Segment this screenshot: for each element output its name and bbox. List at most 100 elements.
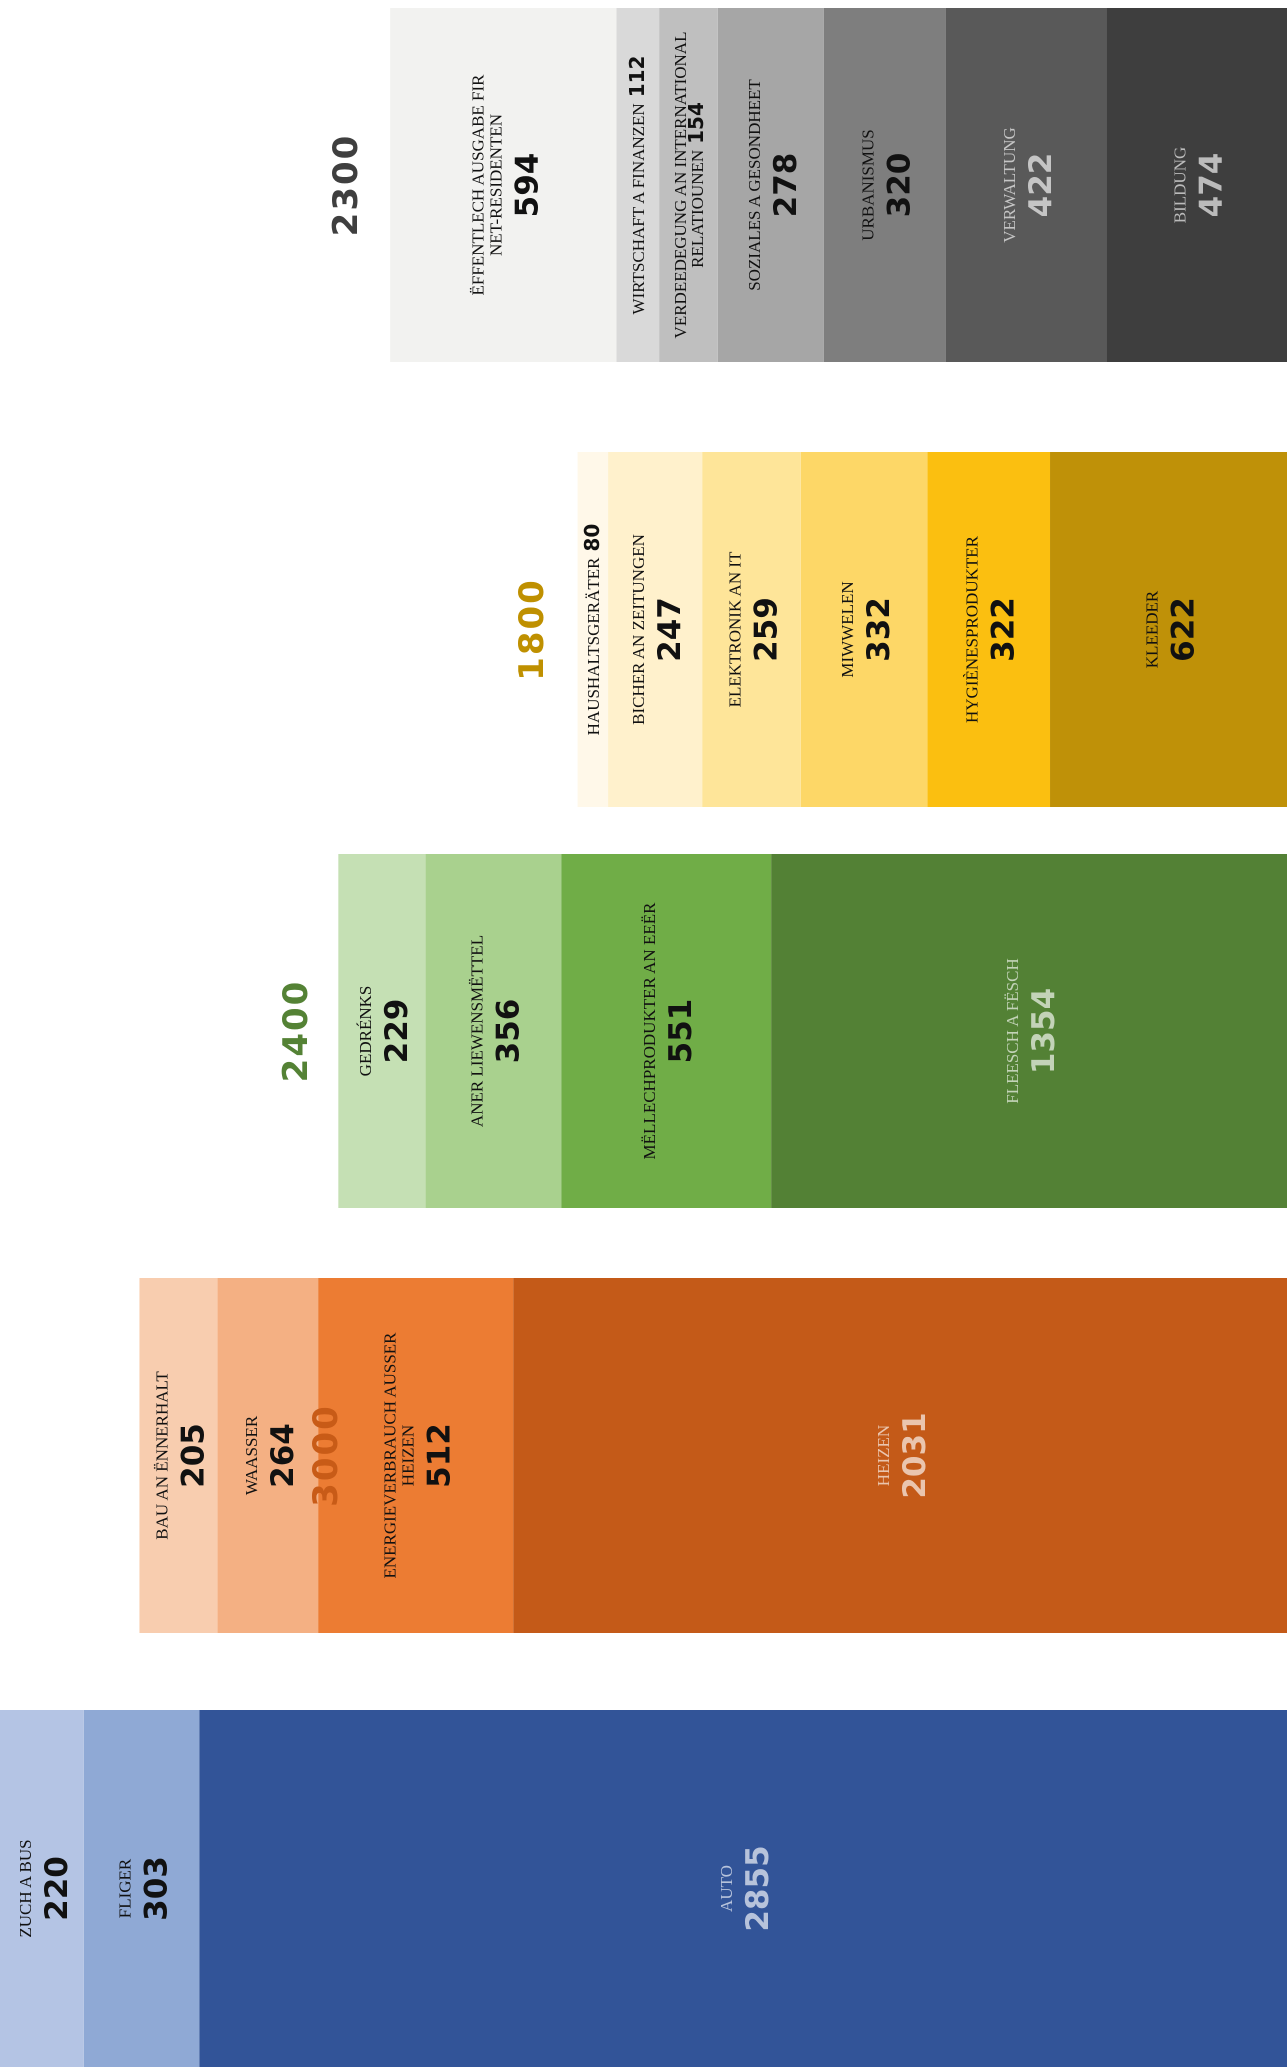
segment-label-group: HAUSHALTSGERÄTER80 [580, 524, 604, 736]
segment-label: ENERGIEVERBRAUCH AUSSER [381, 1332, 400, 1579]
segment-label-group: HEIZEN 2031 [874, 1412, 933, 1498]
segment-value: 2855 [740, 1845, 776, 1931]
segment: VERWALTUNG 422 [945, 8, 1107, 362]
bar-total-value: 2300 [326, 134, 366, 237]
segment-label: FLEESCH A FËSCH [1003, 958, 1022, 1104]
bar-segment [945, 8, 1107, 362]
segment: BAU AN ËNNERHALT 205 [139, 1278, 218, 1633]
segment: AUTO 2855 [199, 1710, 1287, 2067]
segment-value: 512 [422, 1423, 458, 1488]
segment-label: HEIZEN [399, 1425, 418, 1486]
segment: GEDRÉNKS 229 [338, 854, 426, 1208]
bar-1: AUTO 2855 FLIGER 303 ZUCH A BUS 220 [0, 1710, 1287, 2067]
segment-value: 278 [768, 153, 804, 218]
bar-segment [823, 8, 946, 362]
segment-value: 220 [39, 1856, 75, 1921]
bar-total-label: 3000 [306, 1404, 346, 1507]
segment: WIRTSCHAFT A FINANZEN112 [616, 8, 660, 362]
bar-segment [702, 452, 801, 807]
bar-segment [0, 1710, 84, 2067]
segment-label: RELATIOUNEN154 [684, 102, 708, 268]
bar-segment [659, 8, 718, 362]
segment-value: 322 [986, 597, 1022, 662]
segment-label-group: VERWALTUNG 422 [1000, 127, 1059, 243]
segment-value: 205 [175, 1423, 211, 1488]
segment-label: HYGIÈNESPRODUKTER [963, 535, 982, 723]
segment-label-group: SOZIALES A GESONDHEET 278 [745, 79, 804, 291]
segment-label-group: WAASSER 264 [242, 1415, 301, 1495]
segment-label-group: WIRTSCHAFT A FINANZEN112 [625, 56, 649, 315]
segment: BICHER AN ZEITUNGEN 247 [608, 452, 703, 807]
segment-label-group: ANER LIEWENSMËTTEL 356 [467, 935, 526, 1127]
segment: ZUCH A BUS 220 [0, 1710, 84, 2067]
segment: URBANISMUS 320 [823, 8, 946, 362]
segment-label-group: MËLLECHPRODUKTER AN EEËR 551 [640, 902, 699, 1160]
segment-label: BAU AN ËNNERHALT [152, 1371, 171, 1540]
segment-label: VERWALTUNG [1000, 127, 1019, 243]
segment: FLEESCH A FËSCH 1354 [771, 854, 1287, 1208]
segment-label: ELEKTRONIK AN IT [726, 551, 745, 707]
segment: ELEKTRONIK AN IT 259 [702, 452, 801, 807]
segment-value: 2031 [897, 1412, 933, 1498]
bar-segment [318, 1278, 514, 1633]
bar-4: KLEEDER 622 HYGIÈNESPRODUKTER 322 MIWWELEN 33… [512, 452, 1287, 807]
segment-label: KLEEDER [1143, 590, 1162, 668]
segment-value: 264 [265, 1423, 301, 1488]
segment-value: 474 [1194, 153, 1230, 218]
segment: ËFFENTLECH AUSGABE FIR NET-RESIDENTEN 594 [390, 8, 617, 362]
segment-label-group: ENERGIEVERBRAUCH AUSSER HEIZEN 512 [381, 1332, 458, 1579]
bar-segment [513, 1278, 1287, 1633]
segment-label: WAASSER [242, 1415, 261, 1495]
segment-label-group: KLEEDER 622 [1143, 590, 1202, 668]
segment-label-group: ËFFENTLECH AUSGABE FIR NET-RESIDENTEN 594 [468, 74, 545, 296]
bar-segment [83, 1710, 200, 2067]
bar-total-label: 2300 [326, 134, 366, 237]
bar-segment [217, 1278, 319, 1633]
bar-segment [390, 8, 617, 362]
segment-label-group: HYGIÈNESPRODUKTER 322 [963, 535, 1022, 723]
bar-segment [927, 452, 1051, 807]
segment-value: 247 [652, 597, 688, 662]
bar-total-label: 2400 [276, 980, 316, 1083]
bar-5: BILDUNG 474 VERWALTUNG 422 URBANISMUS 320 SOZI… [326, 8, 1287, 362]
segment-value: 259 [749, 597, 785, 662]
bar-segment [338, 854, 426, 1208]
bar-total-value: 1800 [512, 578, 552, 681]
segment: MIWWELEN 332 [800, 452, 928, 807]
segment-value: 422 [1023, 153, 1059, 218]
bar-segment [616, 8, 660, 362]
segment-label-group: ELEKTRONIK AN IT 259 [726, 551, 785, 707]
segment-label-group: BILDUNG 474 [1171, 147, 1230, 224]
segment: WAASSER 264 [217, 1278, 319, 1633]
segment-value: 154 [684, 102, 708, 144]
segment: SOZIALES A GESONDHEET 278 [717, 8, 824, 362]
segment: ENERGIEVERBRAUCH AUSSER HEIZEN 512 [318, 1278, 514, 1633]
segment-label-group: ZUCH A BUS 220 [16, 1839, 75, 1937]
segment-label: GEDRÉNKS [356, 986, 375, 1077]
segment-label-group: GEDRÉNKS 229 [356, 986, 415, 1077]
segment-label-group: URBANISMUS 320 [859, 129, 918, 240]
segment-label: FLIGER [116, 1858, 135, 1918]
segment-value: 551 [663, 999, 699, 1064]
segment-value: 80 [580, 524, 604, 552]
segment: KLEEDER 622 [1050, 452, 1287, 807]
segment-label: SOZIALES A GESONDHEET [745, 79, 764, 291]
segment: ANER LIEWENSMËTTEL 356 [425, 854, 562, 1208]
bar-segment [800, 452, 928, 807]
segment: MËLLECHPRODUKTER AN EEËR 551 [561, 854, 772, 1208]
bar-segment [1106, 8, 1287, 362]
segment-value: 1354 [1026, 988, 1062, 1074]
segment-label-group: BICHER AN ZEITUNGEN 247 [629, 534, 688, 725]
segment: BILDUNG 474 [1106, 8, 1287, 362]
bar-segment [608, 452, 703, 807]
segment-value: 229 [379, 999, 415, 1064]
bar-segment [577, 452, 609, 807]
segment-value: 332 [861, 597, 897, 662]
segment-label: HEIZEN [874, 1425, 893, 1486]
segment: HYGIÈNESPRODUKTER 322 [927, 452, 1051, 807]
segment: VERDEEDEGUNG AN INTERNATIONALRELATIOUNEN… [659, 8, 718, 362]
segment-label-group: FLIGER 303 [116, 1856, 175, 1921]
segment-label: ËFFENTLECH AUSGABE FIR [468, 74, 487, 296]
segment-label-group: FLEESCH A FËSCH 1354 [1003, 958, 1062, 1104]
